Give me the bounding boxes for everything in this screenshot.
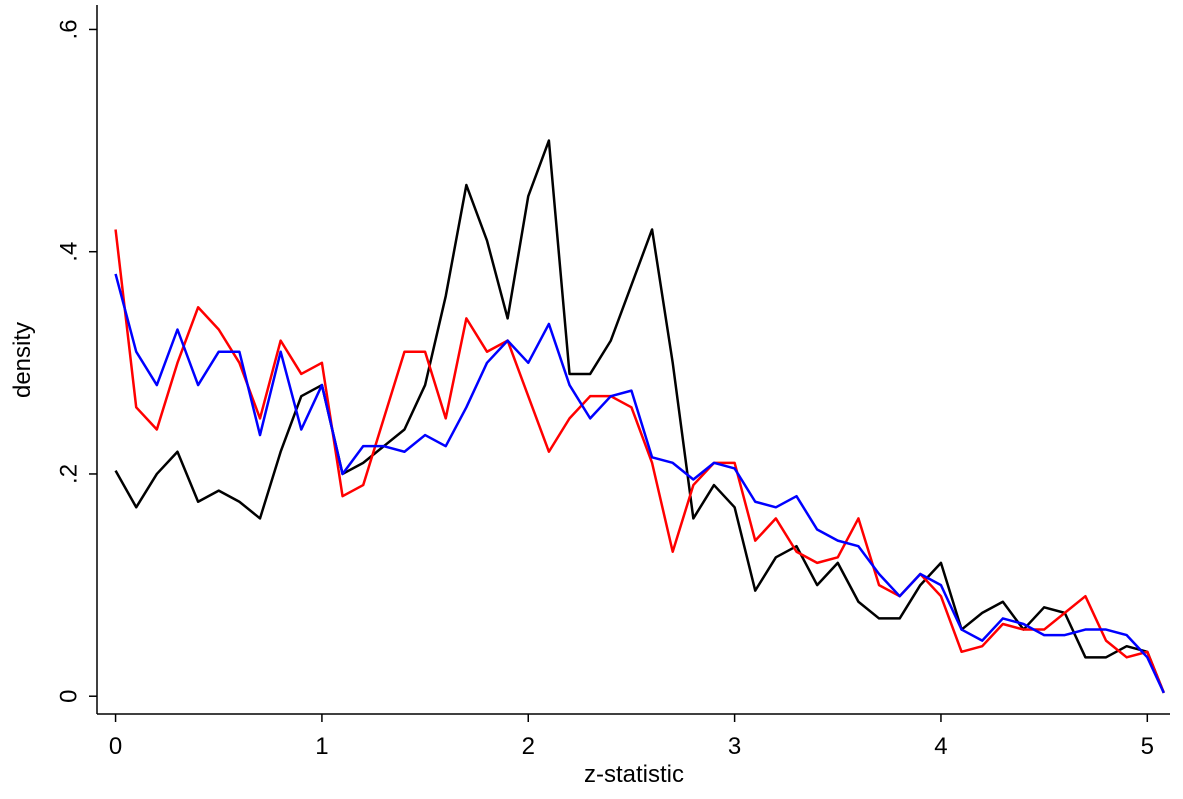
x-tick-label: 1 — [315, 733, 328, 760]
density-line — [114, 229, 1165, 694]
x-tick-label: 5 — [1141, 733, 1154, 760]
x-tick-label: 3 — [728, 733, 741, 760]
density-line — [114, 273, 1165, 694]
density-line — [114, 139, 1165, 694]
x-tick-label: 2 — [522, 733, 535, 760]
y-axis-label: density — [9, 322, 36, 398]
x-tick-label: 0 — [109, 733, 122, 760]
y-tick-label: 0 — [55, 690, 82, 703]
x-axis-label: z-statistic — [584, 761, 684, 788]
y-tick-label: .6 — [55, 19, 82, 39]
y-tick-label: .2 — [55, 464, 82, 484]
x-tick-label: 4 — [934, 733, 947, 760]
y-tick-label: .4 — [55, 242, 82, 262]
